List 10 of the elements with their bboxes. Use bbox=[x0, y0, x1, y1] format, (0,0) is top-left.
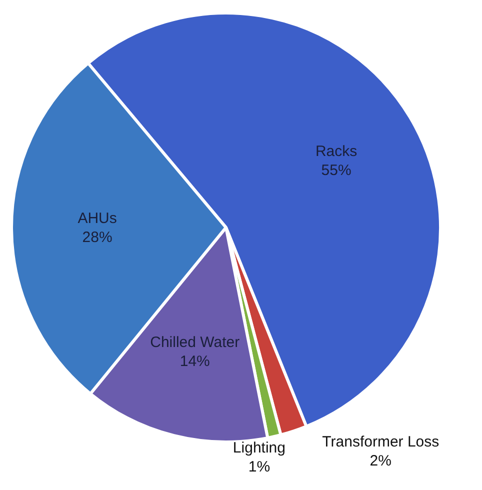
data-label: 1% bbox=[248, 458, 270, 476]
slice-label: Transformer Loss bbox=[322, 434, 440, 451]
slice-label: Chilled Water bbox=[150, 334, 240, 352]
data-label: 55% bbox=[321, 162, 352, 179]
slice-label: AHUs bbox=[78, 210, 117, 228]
slice-label: Lighting bbox=[232, 440, 286, 457]
data-label: 2% bbox=[370, 452, 392, 470]
data-label: 28% bbox=[82, 229, 112, 246]
slice-label: Racks bbox=[315, 142, 358, 160]
data-label: 14% bbox=[180, 353, 210, 370]
